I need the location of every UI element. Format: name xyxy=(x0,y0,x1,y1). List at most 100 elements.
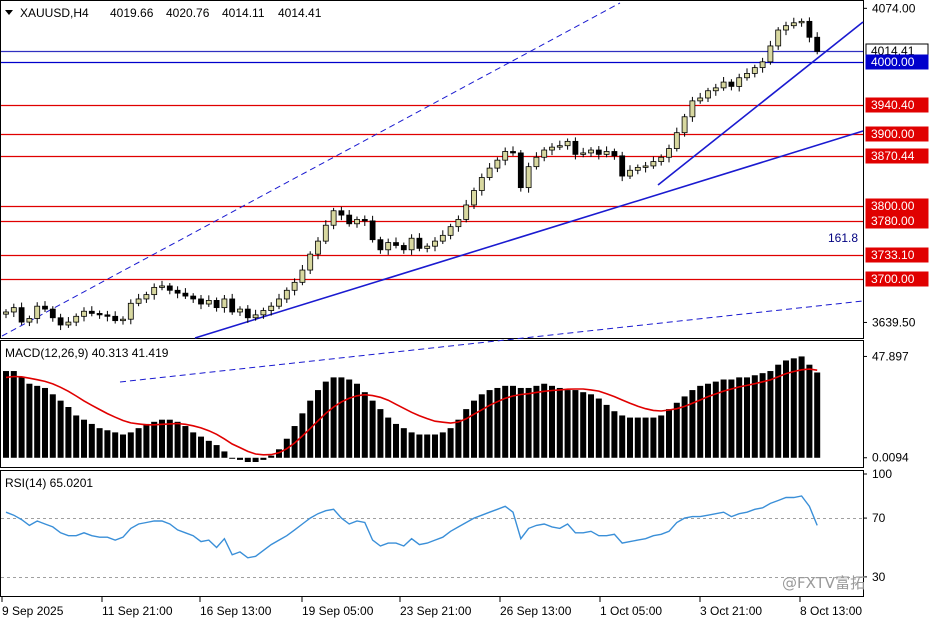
price-label-4000-00: 4000.00 xyxy=(865,54,929,70)
macd-bar xyxy=(767,371,774,458)
candle xyxy=(205,295,212,307)
candle-body xyxy=(143,294,150,300)
macd-bar xyxy=(619,415,626,458)
candle-body xyxy=(517,152,524,189)
candle-body xyxy=(790,22,797,27)
candle-body xyxy=(221,298,228,309)
candle xyxy=(291,278,298,296)
macd-bar xyxy=(49,394,56,458)
candle xyxy=(541,147,548,162)
macd-bar xyxy=(744,377,750,458)
macd-bar xyxy=(736,377,743,458)
candle-body xyxy=(697,97,704,102)
candle-body xyxy=(627,169,633,177)
candle xyxy=(471,187,477,209)
macd-bar xyxy=(728,379,735,458)
macd-bar xyxy=(143,423,150,458)
macd-bar xyxy=(260,457,267,460)
trendlines[interactable] xyxy=(1,2,864,383)
candle xyxy=(510,146,516,156)
candle-body xyxy=(96,313,103,316)
candle xyxy=(720,77,727,91)
candle xyxy=(369,215,376,243)
candle xyxy=(627,165,633,179)
candle xyxy=(712,83,719,96)
candle xyxy=(283,287,290,303)
price-label-3780-00: 3780.00 xyxy=(865,213,929,229)
macd-axis: 47.897 0.0094 xyxy=(863,349,909,465)
macd-bar xyxy=(291,426,298,458)
candle-body xyxy=(783,25,789,31)
candle-body xyxy=(268,305,275,311)
macd-bar xyxy=(229,457,236,459)
macd-bar xyxy=(478,394,485,458)
candle-body xyxy=(666,148,672,158)
candle-body xyxy=(34,305,41,319)
candle xyxy=(49,306,56,322)
candle-body xyxy=(377,239,384,251)
macd-bar xyxy=(81,419,87,458)
rsi-line xyxy=(5,495,818,559)
candle xyxy=(642,161,649,173)
candle-body xyxy=(166,285,173,291)
candle xyxy=(127,299,134,325)
candle xyxy=(26,315,33,327)
macd-bar xyxy=(720,379,727,458)
channel-lower-dashed-line[interactable] xyxy=(119,300,864,383)
horizontal-levels[interactable] xyxy=(1,50,863,281)
candle xyxy=(330,207,337,230)
candle xyxy=(354,216,360,228)
candle-body xyxy=(432,240,438,247)
macd-bar xyxy=(73,415,80,458)
candle-body xyxy=(182,292,189,297)
candle-body xyxy=(510,151,516,154)
candle-body xyxy=(260,310,267,316)
macd-bar xyxy=(541,383,548,458)
macd-bar xyxy=(159,419,165,458)
dropdown-triangle-icon[interactable] xyxy=(5,10,13,15)
candle xyxy=(221,294,228,313)
rsi-panel-frame xyxy=(0,470,864,597)
time-tick-label: 11 Sep 21:00 xyxy=(102,604,173,618)
time-tick-label: 9 Sep 2025 xyxy=(2,604,64,618)
fxtv-watermark: @FXTV富拓 xyxy=(782,574,865,592)
price-label-box xyxy=(865,271,929,287)
price-tick-label: 3639.50 xyxy=(872,315,916,329)
macd-bar xyxy=(190,432,197,458)
macd-bar xyxy=(572,390,579,458)
macd-bar xyxy=(112,432,119,458)
macd-bar xyxy=(580,392,587,458)
macd-bar xyxy=(783,360,789,458)
candle-body xyxy=(244,308,251,319)
price-label-text: 3780.00 xyxy=(871,214,915,228)
candle xyxy=(595,146,602,160)
candle xyxy=(10,303,17,318)
candle xyxy=(174,286,181,299)
macd-bar xyxy=(502,385,509,458)
steep-uptrend-line[interactable] xyxy=(657,21,864,186)
macd-bar xyxy=(88,423,95,458)
candle-body xyxy=(463,204,470,220)
candle xyxy=(455,215,462,232)
macd-panel-frame xyxy=(0,340,864,468)
macd-bar xyxy=(689,390,696,458)
candle-body xyxy=(572,140,579,155)
candle-body xyxy=(525,166,532,189)
main-uptrend-line[interactable] xyxy=(194,130,864,339)
price-label-box xyxy=(865,97,929,113)
candle-body xyxy=(728,81,735,87)
candle xyxy=(603,146,610,158)
price-label-3700-00: 3700.00 xyxy=(865,271,929,287)
channel-upper-dashed-line[interactable] xyxy=(1,2,621,337)
candle-body xyxy=(42,305,48,310)
candle-body xyxy=(455,219,462,228)
price-label-3900-00: 3900.00 xyxy=(865,126,929,142)
macd-bar xyxy=(790,358,797,458)
macd-bar xyxy=(517,387,524,458)
candle xyxy=(260,307,267,319)
candle xyxy=(463,199,470,223)
macd-bar xyxy=(681,396,688,458)
rsi-levels xyxy=(1,518,863,578)
macd-bar xyxy=(244,457,251,462)
